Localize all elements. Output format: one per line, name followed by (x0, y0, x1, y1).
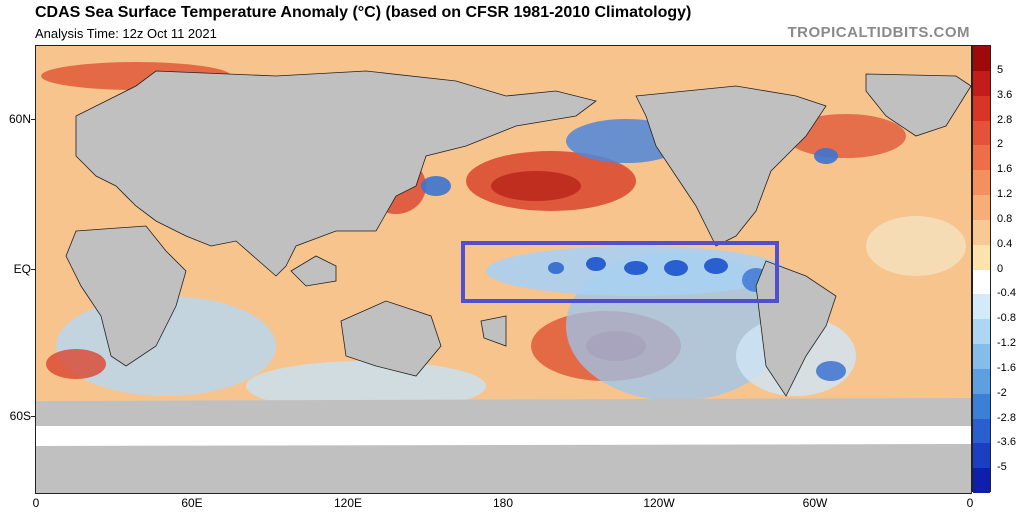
colorbar-segment (973, 244, 990, 270)
lat-tick (31, 119, 35, 120)
maritime-continent (290, 255, 337, 287)
colorbar-segment (973, 418, 990, 444)
map-canvas (36, 46, 971, 493)
colorbar-label: 0 (997, 262, 1004, 275)
colorbar-segment (973, 393, 990, 419)
lon-label-0: 0 (32, 496, 40, 510)
antarctica (36, 444, 971, 493)
source-credit: TROPICALTIDBITS.COM (787, 24, 970, 41)
colorbar-segment (973, 46, 990, 72)
colorbar-label: 5 (997, 63, 1004, 76)
colorbar-segment (973, 319, 990, 345)
colorbar-segment (973, 468, 990, 494)
lon-label-60e: 60E (181, 496, 203, 510)
colorbar-segment (973, 294, 990, 320)
lon-label-120e: 120E (333, 496, 363, 510)
colorbar-segment (973, 368, 990, 395)
africa (65, 225, 187, 367)
colorbar-segment (973, 120, 990, 146)
colorbar-segment (973, 95, 990, 121)
colorbar-label: -3.6 (997, 436, 1016, 449)
greenland (865, 73, 971, 137)
colorbar-segment (973, 170, 990, 196)
colorbar-segment (973, 219, 990, 246)
colorbar-label: 2 (997, 138, 1004, 151)
colorbar-segment (973, 269, 990, 295)
lon-label-0-end: 0 (966, 496, 974, 510)
analysis-time: Analysis Time: 12z Oct 11 2021 (35, 26, 217, 41)
colorbar-label: 1.6 (997, 163, 1013, 176)
new-zealand-region (480, 315, 507, 347)
colorbar-label: -5 (997, 461, 1007, 474)
lat-label-60n: 60N (8, 112, 31, 126)
lat-tick (31, 416, 35, 417)
north-america (635, 85, 827, 247)
map-title: CDAS Sea Surface Temperature Anomaly (°C… (35, 4, 692, 21)
colorbar-segment (973, 70, 990, 97)
colorbar-label: 2.8 (997, 113, 1013, 126)
colorbar-label: -2 (997, 386, 1007, 399)
colorbar-segment (973, 443, 990, 469)
colorbar (972, 45, 991, 494)
colorbar-label: 0.4 (997, 237, 1013, 250)
lon-label-120w: 120W (643, 496, 675, 510)
colorbar-label: 3.6 (997, 88, 1013, 101)
colorbar-label: -1.6 (997, 361, 1016, 374)
lat-label-60s: 60S (9, 409, 31, 423)
colorbar-segment (973, 145, 990, 171)
lat-label-eq: EQ (13, 262, 31, 276)
lat-tick (31, 269, 35, 270)
colorbar-segment (973, 344, 990, 370)
colorbar-label: -0.8 (997, 312, 1016, 325)
nino-region-box (461, 241, 779, 303)
colorbar-label: -0.4 (997, 287, 1016, 300)
sst-anomaly-map (35, 45, 972, 494)
colorbar-label: 0.8 (997, 212, 1013, 225)
eurasia (75, 70, 597, 277)
lon-label-60w: 60W (802, 496, 828, 510)
colorbar-label: 1.2 (997, 188, 1013, 200)
australia (340, 300, 442, 377)
colorbar-segment (973, 195, 990, 221)
colorbar-label: -2.8 (997, 411, 1016, 424)
colorbar-label: -1.2 (997, 337, 1016, 349)
lon-label-180: 180 (492, 496, 514, 510)
